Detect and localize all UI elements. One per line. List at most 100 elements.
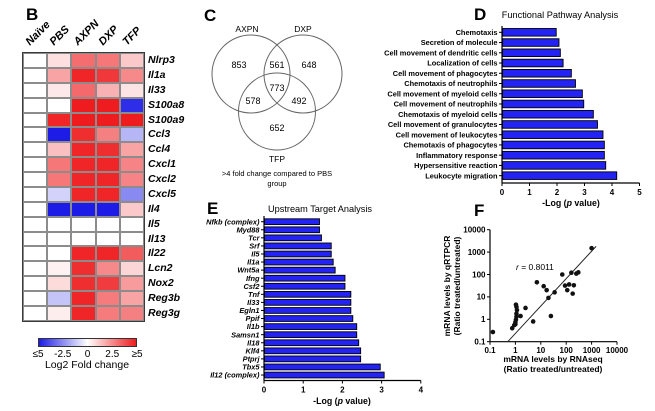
heatmap-cell (119, 172, 144, 187)
x-tick-label: 10000 (606, 346, 629, 355)
heatmap-cell (47, 276, 72, 292)
x-tick-label: 2 (340, 386, 345, 395)
panel-letter-c: C (204, 6, 217, 25)
heatmap-cell (71, 201, 96, 217)
heatmap-cell (95, 231, 120, 247)
colorbar-gradient (38, 338, 137, 347)
data-point (571, 282, 577, 288)
heatmap-cell (119, 127, 144, 143)
data-point (541, 283, 546, 289)
heatmap-cell (119, 261, 144, 277)
heatmap-cell (119, 305, 144, 321)
category-label: Myd88 (236, 225, 260, 234)
category-label: Chemotaxis of neutrophils (404, 79, 497, 88)
heatmap-cell (119, 67, 144, 83)
heatmap-row-label: Cxcl2 (148, 173, 177, 186)
heatmap-cell (47, 216, 72, 232)
y-tick-label: 0.1 (474, 338, 486, 347)
bar (264, 258, 334, 266)
category-label: Secretion of molecule (421, 38, 498, 47)
category-label: Il12 (complex) (210, 371, 260, 380)
data-point (548, 313, 554, 319)
heatmap-cell (47, 201, 72, 217)
heatmap-cell (71, 97, 96, 113)
heatmap-row-label: Nlrp3 (148, 54, 175, 66)
heatmap-row-label: Reg3b (148, 292, 181, 305)
data-point (569, 270, 574, 276)
panel-letter-e: E (207, 199, 219, 218)
heatmap-cell (95, 97, 120, 113)
colorbar-tick-label: -2.5 (54, 349, 72, 360)
correlation-scatter-chart: 0.1 1 10 100 1000 10000 0.1 1 10 100 1000 10000 r =… (442, 226, 629, 375)
heatmap-cell (95, 291, 120, 306)
bar (264, 290, 352, 298)
bar (502, 99, 585, 109)
category-label: Nfkb (complex) (206, 217, 260, 226)
category-label: Hypersensitive reaction (414, 161, 498, 170)
heatmap-row-label: Il33 (148, 83, 166, 96)
category-label: Cell movement of dendritic cells (384, 48, 497, 57)
venn-diagram: AXPN DXP TFP 853 648 561 773 578 492 652… (211, 24, 343, 188)
bar (502, 109, 594, 119)
heatmap-cell (95, 157, 120, 173)
category-label: Cell movement of myeloid cells (387, 89, 497, 98)
heatmap-row-label: Reg3g (148, 306, 181, 319)
data-point (514, 311, 519, 316)
heatmap-cell (47, 186, 72, 202)
heatmap-cell (23, 172, 48, 187)
heatmap-row-label: Cxcl1 (148, 158, 177, 171)
heatmap-row-label: S100a9 (148, 113, 185, 126)
heatmap-cell (119, 246, 144, 262)
panel-letter-d: D (474, 5, 487, 24)
heatmap-cell (71, 276, 96, 292)
heatmap-cell (71, 291, 96, 306)
heatmap-cell (47, 172, 72, 187)
panel-letter-b: B (26, 5, 39, 24)
heatmap-cell (47, 305, 72, 321)
x-axis-label-e: -Log (p value) (313, 396, 371, 406)
heatmap-cell (95, 142, 120, 158)
heatmap-cell (71, 216, 96, 232)
heatmap-cell (71, 53, 96, 68)
data-point (513, 302, 519, 307)
heatmap-cell (95, 172, 120, 187)
venn-caption-line1: >4 fold change compared to PBS (222, 169, 332, 178)
category-label: Egln1 (239, 306, 259, 315)
heatmap-cell (71, 305, 96, 321)
scatter-group: 0.1 1 10 100 1000 10000 0.1 1 10 100 1000 10000 (463, 226, 628, 356)
bar (264, 218, 320, 226)
bar (264, 226, 320, 234)
heatmap-cell (47, 231, 72, 247)
data-point (552, 290, 557, 295)
heatmap-cell (23, 142, 48, 158)
heatmap-cell (23, 127, 48, 143)
heatmap-row-label: Il4 (148, 202, 160, 215)
venn-count-tfp-only: 652 (269, 123, 284, 133)
heatmap-row-label: Lcn2 (148, 262, 173, 275)
data-point (566, 282, 572, 287)
heatmap-cell (71, 261, 96, 277)
colorbar-tick-label: ≥5 (131, 349, 143, 360)
x-axis-label-f-line1: mRNA levels by RNAseq (503, 354, 602, 364)
x-tick-label: 3 (379, 386, 384, 395)
category-label: Chemotaxis of phagocytes (403, 141, 497, 150)
heatmap-cell (71, 246, 96, 262)
heatmap-cell (119, 82, 144, 98)
correlation-annotation: r = 0.8011 (516, 262, 554, 272)
heatmap-cell (95, 127, 120, 143)
heatmap-row-label: Ccl4 (148, 143, 171, 156)
heatmap-cell (23, 216, 48, 232)
bar (264, 339, 360, 347)
colorbar-tick-label: 0 (84, 349, 91, 360)
data-point (562, 283, 568, 288)
x-tick-label: 0 (500, 188, 505, 197)
chart-title-upstream: Upstream Target Analysis (268, 204, 372, 214)
venn-circle-axpn (211, 34, 291, 114)
bar (264, 371, 385, 379)
category-label: Chemotaxis of myeloid cells (398, 110, 497, 119)
bar (264, 282, 346, 290)
trend-line (507, 246, 597, 343)
x-tick-label: 0 (262, 386, 267, 395)
heatmap-cell (23, 291, 48, 306)
